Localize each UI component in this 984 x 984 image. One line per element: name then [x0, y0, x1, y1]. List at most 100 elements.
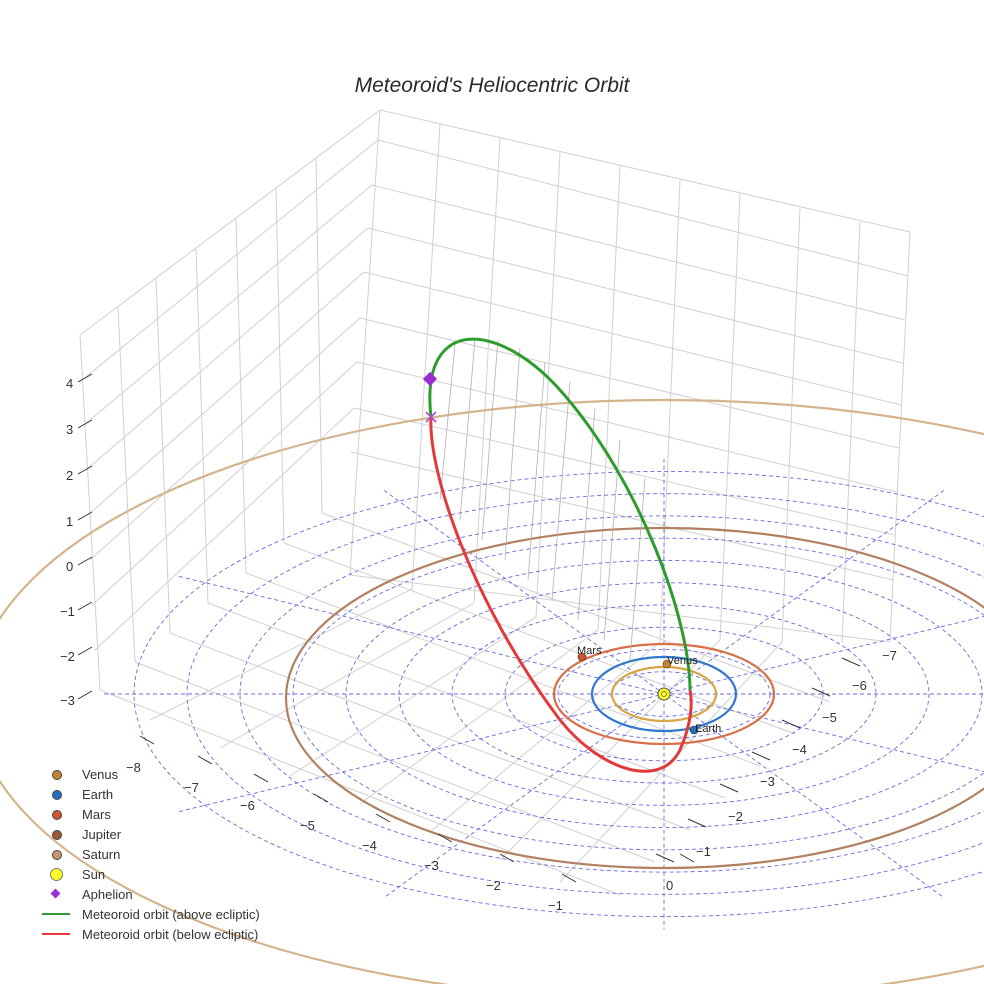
x-tick-label: −6 — [240, 798, 255, 813]
x-tick-label: −2 — [486, 878, 501, 893]
y-tick — [687, 818, 707, 828]
legend-symbol — [40, 864, 74, 884]
x-tick — [139, 735, 155, 745]
legend-symbol — [40, 764, 74, 784]
drop-line — [459, 337, 476, 521]
legend-item-meteoroid-orbit-above-ecliptic-[interactable]: Meteoroid orbit (above ecliptic) — [40, 904, 260, 924]
legend-item-jupiter[interactable]: Jupiter — [40, 824, 260, 844]
x-tick — [197, 755, 213, 765]
axis-box — [79, 109, 911, 896]
z-tick-label: 1 — [66, 514, 73, 529]
z-tick-label: 3 — [66, 422, 73, 437]
legend-label: Aphelion — [82, 886, 133, 902]
legend-symbol — [40, 884, 74, 904]
y-tick — [655, 853, 675, 863]
legend-label: Jupiter — [82, 826, 122, 842]
z-tick-label: 2 — [66, 468, 73, 483]
legend-label: Sun — [82, 866, 106, 882]
legend-item-mars[interactable]: Mars — [40, 804, 260, 824]
x-tick-label: 0 — [666, 878, 673, 893]
legend-symbol — [40, 784, 74, 804]
y-tick — [841, 657, 861, 667]
planet-orbits — [0, 398, 984, 984]
x-tick-label: −7 — [184, 780, 199, 795]
legend-item-saturn[interactable]: Saturn — [40, 844, 260, 864]
y-tick-label: −5 — [822, 710, 837, 725]
x-tick-label: −5 — [300, 818, 315, 833]
y-tick-label: −3 — [760, 774, 775, 789]
x-tick-label: −4 — [362, 838, 377, 853]
mars-label: Mars — [577, 645, 602, 657]
z-tick — [77, 646, 93, 656]
venus-label: Venus — [667, 655, 698, 667]
y-tick-label: −6 — [852, 678, 867, 693]
drop-line — [504, 347, 521, 561]
legend-label: Earth — [82, 786, 114, 802]
z-tick — [77, 373, 93, 383]
legend-symbol — [40, 924, 74, 944]
drop-line — [603, 439, 621, 641]
perihelion-x-marker — [425, 411, 437, 423]
x-tick — [375, 813, 391, 823]
y-tick — [719, 783, 739, 793]
mars-marker[interactable] — [577, 652, 587, 662]
orbit-jupiter — [285, 526, 984, 870]
x-tick — [313, 793, 329, 803]
orbit-earth — [590, 655, 738, 733]
x-tick — [437, 833, 453, 843]
orbit-mars — [552, 642, 776, 746]
chart-title: Meteoroid's Heliocentric Orbit — [354, 74, 630, 97]
y-tick-label: −4 — [792, 742, 807, 757]
drop-line — [481, 339, 499, 541]
earth-label: Earth — [695, 723, 721, 735]
x-tick-label: −3 — [424, 858, 439, 873]
legend-item-venus[interactable]: Venus — [40, 764, 260, 784]
y-tick — [751, 751, 771, 761]
z-tick — [77, 690, 93, 700]
sun-marker[interactable] — [657, 687, 671, 701]
drop-line — [577, 407, 596, 621]
aphelion-marker[interactable] — [422, 371, 438, 387]
y-tick — [781, 719, 801, 729]
drop-line — [629, 477, 646, 661]
x-tick-label: −1 — [548, 898, 563, 913]
legend-item-meteoroid-orbit-below-ecliptic-[interactable]: Meteoroid orbit (below ecliptic) — [40, 924, 260, 944]
legend-label: Mars — [82, 806, 111, 822]
legend-item-sun[interactable]: Sun — [40, 864, 260, 884]
z-tick-label: 0 — [66, 559, 73, 574]
x-tick — [253, 773, 269, 783]
legend-label: Saturn — [82, 846, 121, 862]
z-tick-label: 4 — [66, 376, 73, 391]
legend-item-aphelion[interactable]: Aphelion — [40, 884, 260, 904]
drop-line — [439, 344, 456, 501]
z-tick-label: −3 — [60, 693, 75, 708]
earth-marker[interactable] — [689, 725, 699, 735]
legend-item-earth[interactable]: Earth — [40, 784, 260, 804]
legend-symbol — [40, 804, 74, 824]
z-tick — [77, 556, 93, 566]
z-tick — [77, 511, 93, 521]
venus-marker[interactable] — [662, 659, 672, 669]
x-tick — [679, 853, 695, 863]
meteoroid-orbit-below[interactable] — [429, 416, 693, 773]
y-tick-label: −1 — [696, 844, 711, 859]
meteoroid-orbit-above[interactable] — [428, 337, 692, 691]
y-tick-label: −7 — [882, 648, 897, 663]
legend: Venus Earth Mars Jupiter Saturn Sun Aphelion Me… — [40, 764, 260, 944]
ecliptic-ring — [398, 582, 930, 806]
legend-symbol — [40, 904, 74, 924]
orbit-saturn — [0, 398, 984, 984]
legend-symbol — [40, 844, 74, 864]
z-tick — [77, 419, 93, 429]
z-tick-label: −1 — [60, 604, 75, 619]
legend-label: Meteoroid orbit (above ecliptic) — [82, 906, 260, 922]
z-tick-label: −2 — [60, 649, 75, 664]
drop-line — [527, 361, 546, 581]
axis-ticks: 4 3 2 1 0 −1 −2 −3 −8 −7 −6 −5 −4 −3 −2 −1 0 −1 −2 −3 −4 −5 −6… — [60, 373, 897, 913]
legend-label: Venus — [82, 766, 119, 782]
z-tick — [77, 601, 93, 611]
x-tick — [561, 873, 577, 883]
drop-line — [551, 381, 571, 601]
y-tick-label: −2 — [728, 809, 743, 824]
